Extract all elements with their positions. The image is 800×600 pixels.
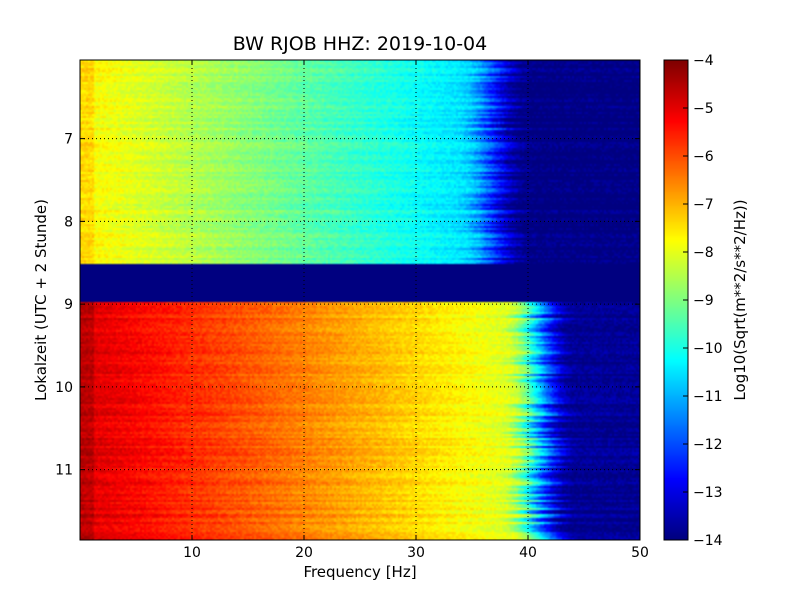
y-axis-label: Lokalzeit (UTC + 2 Stunde) — [32, 199, 50, 401]
colorbar-tick-label: −4 — [693, 53, 714, 69]
colorbar-tick-label: −7 — [693, 197, 714, 213]
colorbar-tick-label: −14 — [693, 533, 723, 549]
x-tick-label: 40 — [519, 545, 537, 561]
colorbar-tick-label: −8 — [693, 245, 714, 261]
spectrogram-heatmap — [80, 60, 640, 540]
x-tick-label: 20 — [295, 545, 313, 561]
colorbar-label: Log10(Sqrt(m**2/s**2/Hz)) — [731, 199, 749, 400]
x-tick-label: 10 — [183, 545, 201, 561]
y-tick-label: 10 — [55, 380, 73, 396]
colorbar: −4 −5 −6 −7 −8 −9 −10 −11 −12 −13 −14 — [663, 53, 723, 549]
chart-title: BW RJOB HHZ: 2019-10-04 — [233, 33, 487, 55]
colorbar-tick-label: −13 — [693, 485, 723, 501]
x-axis-label: Frequency [Hz] — [303, 563, 416, 581]
colorbar-tick-label: −5 — [693, 101, 714, 117]
x-tick-label: 50 — [631, 545, 649, 561]
y-tick-label: 7 — [64, 132, 73, 148]
colorbar-tick-label: −10 — [693, 341, 723, 357]
y-tick-label: 11 — [55, 463, 73, 479]
colorbar-tick-label: −11 — [693, 389, 723, 405]
y-tick-label: 8 — [64, 214, 73, 230]
grid-lines — [80, 60, 640, 540]
colorbar-tick-label: −12 — [693, 437, 723, 453]
colorbar-ticks: −4 −5 −6 −7 −8 −9 −10 −11 −12 −13 −14 — [683, 53, 723, 549]
colorbar-tick-label: −6 — [693, 149, 714, 165]
plot-area: 10 20 30 40 50 7 8 9 10 11 — [55, 59, 649, 561]
y-axis-ticks: 7 8 9 10 11 — [55, 132, 640, 479]
x-tick-label: 30 — [407, 545, 425, 561]
plot-frame — [79, 59, 641, 541]
x-axis-ticks: 10 20 30 40 50 — [183, 60, 649, 561]
colorbar-tick-label: −9 — [693, 293, 714, 309]
y-tick-label: 9 — [64, 297, 73, 313]
